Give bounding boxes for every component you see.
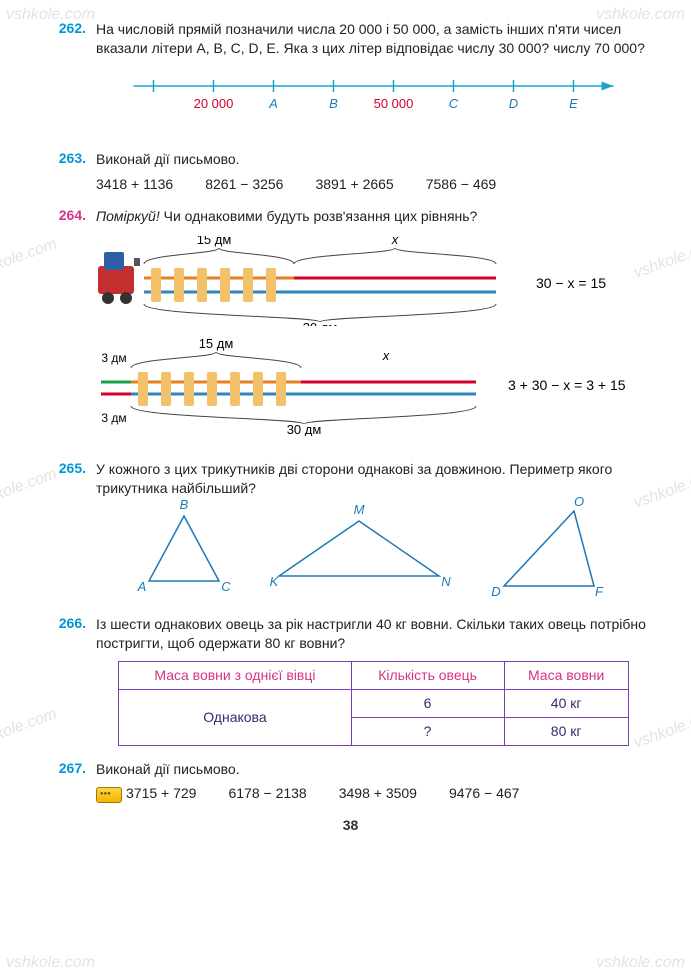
equation: 30 − x = 15 bbox=[536, 275, 606, 291]
table-cell: ? bbox=[351, 717, 504, 745]
svg-text:C: C bbox=[449, 96, 459, 111]
expression: 8261 − 3256 bbox=[205, 175, 283, 194]
table-header: Кількість овець bbox=[351, 661, 504, 689]
expression: 3418 + 1136 bbox=[96, 175, 173, 194]
svg-text:A: A bbox=[268, 96, 278, 111]
svg-text:F: F bbox=[595, 584, 604, 599]
expression: 9476 − 467 bbox=[449, 784, 519, 803]
label: x bbox=[391, 236, 399, 247]
watermark: vshkole.com bbox=[6, 954, 95, 972]
label: 30 дм bbox=[303, 320, 338, 326]
rails-diagram-2: 3 дм 15 дм x 3 дм 30 дм 3 + 30 − x = 3 +… bbox=[96, 336, 656, 436]
exercise-number: 263. bbox=[50, 150, 86, 194]
triangle-kmn: MKN bbox=[274, 506, 454, 601]
exercise-number: 265. bbox=[50, 460, 86, 601]
sheep-table: Маса вовни з однієї вівці Кількість овец… bbox=[118, 661, 629, 746]
exercise-number: 266. bbox=[50, 615, 86, 745]
svg-text:E: E bbox=[569, 96, 578, 111]
expression: 3498 + 3509 bbox=[339, 784, 417, 803]
equation: 3 + 30 − x = 3 + 15 bbox=[508, 377, 626, 393]
table-cell: 6 bbox=[351, 689, 504, 717]
svg-text:K: K bbox=[269, 574, 279, 589]
table-cell: 40 кг bbox=[504, 689, 628, 717]
svg-text:C: C bbox=[221, 579, 231, 594]
train-icon bbox=[98, 252, 140, 304]
exercise-text: Виконай дії письмово. bbox=[96, 150, 651, 169]
expression: 7586 − 469 bbox=[426, 175, 496, 194]
exercise-number: 267. bbox=[50, 760, 86, 804]
table-cell: Однакова bbox=[119, 689, 351, 745]
page-number: 38 bbox=[50, 817, 651, 833]
label: 15 дм bbox=[199, 336, 234, 351]
svg-text:50 000: 50 000 bbox=[374, 96, 414, 111]
svg-text:D: D bbox=[491, 584, 500, 599]
svg-text:M: M bbox=[353, 502, 364, 517]
expression-row: 3418 + 1136 8261 − 3256 3891 + 2665 7586… bbox=[96, 175, 651, 194]
exercise-text: На числовій прямій позначили числа 20 00… bbox=[96, 20, 651, 58]
watermark: vshkole.com bbox=[596, 954, 685, 972]
svg-text:B: B bbox=[179, 497, 188, 512]
expression: 3715 + 729 bbox=[126, 785, 196, 801]
homework-icon bbox=[96, 787, 122, 803]
exercise-262: 262. На числовій прямій позначили числа … bbox=[50, 20, 651, 136]
exercise-text: Виконай дії письмово. bbox=[96, 760, 651, 779]
triangle-abc: BAC bbox=[134, 506, 244, 601]
exercise-text: Поміркуй! Чи однаковими будуть розв'язан… bbox=[96, 207, 656, 226]
label: 3 дм bbox=[101, 351, 126, 365]
table-cell: 80 кг bbox=[504, 717, 628, 745]
expression-row: 3715 + 729 6178 − 2138 3498 + 3509 9476 … bbox=[96, 784, 651, 803]
exercise-text: У кожного з цих трикутників дві сторони … bbox=[96, 460, 651, 498]
label: x bbox=[382, 348, 390, 363]
exercise-text: Із шести однакових овець за рік настригл… bbox=[96, 615, 651, 653]
exercise-number: 264. bbox=[50, 207, 86, 446]
svg-text:O: O bbox=[573, 494, 583, 509]
svg-text:B: B bbox=[329, 96, 338, 111]
label: 30 дм bbox=[287, 422, 322, 436]
rails-diagram-1: 15 дм x 30 дм 30 − x = 15 bbox=[96, 236, 656, 326]
svg-text:N: N bbox=[441, 574, 451, 589]
number-line-svg: 20 000 A B 50 000 C D E bbox=[96, 66, 651, 121]
expression: 3891 + 2665 bbox=[315, 175, 393, 194]
exercise-264: 264. Поміркуй! Чи однаковими будуть розв… bbox=[50, 207, 651, 446]
triangle-odf: ODF bbox=[484, 506, 614, 601]
svg-text:A: A bbox=[136, 579, 146, 594]
exercise-266: 266. Із шести однакових овець за рік нас… bbox=[50, 615, 651, 745]
table-header: Маса вовни з однієї вівці bbox=[119, 661, 351, 689]
exercise-265: 265. У кожного з цих трикутників дві сто… bbox=[50, 460, 651, 601]
lead-word: Поміркуй! bbox=[96, 208, 160, 224]
exercise-267: 267. Виконай дії письмово. 3715 + 729 61… bbox=[50, 760, 651, 804]
label: 3 дм bbox=[101, 411, 126, 425]
exercise-number: 262. bbox=[50, 20, 86, 136]
triangles-row: BAC MKN ODF bbox=[96, 506, 651, 601]
number-line: 20 000 A B 50 000 C D E bbox=[96, 66, 651, 126]
exercise-263: 263. Виконай дії письмово. 3418 + 1136 8… bbox=[50, 150, 651, 194]
svg-text:D: D bbox=[509, 96, 518, 111]
svg-text:20 000: 20 000 bbox=[194, 96, 234, 111]
label: 15 дм bbox=[197, 236, 232, 247]
table-header: Маса вовни bbox=[504, 661, 628, 689]
expression: 6178 − 2138 bbox=[228, 784, 306, 803]
